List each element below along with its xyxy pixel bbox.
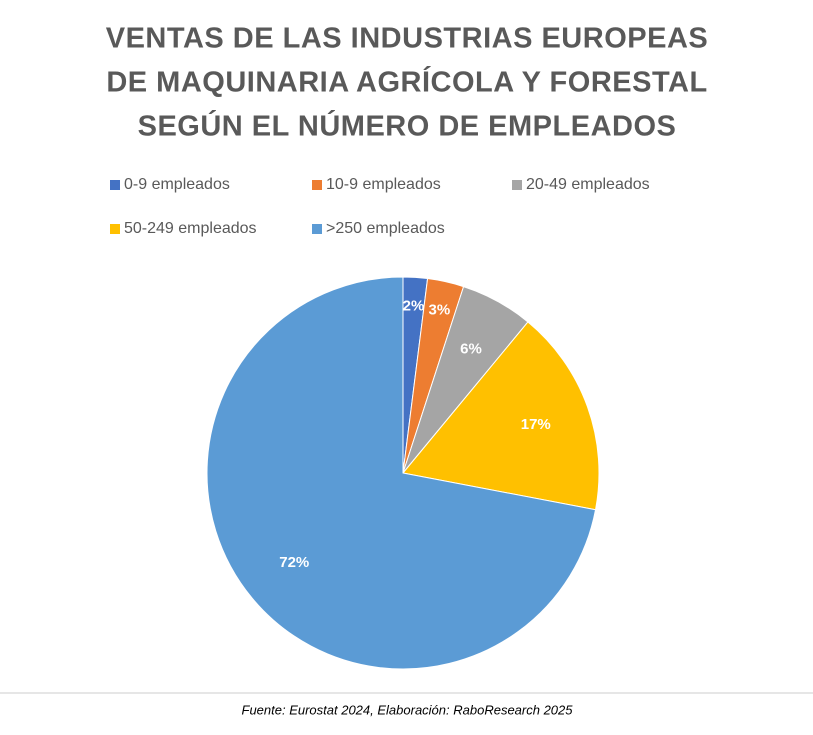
chart-title: DE MAQUINARIA AGRÍCOLA Y FORESTAL	[106, 65, 707, 99]
pie-slice	[402, 321, 600, 511]
legend-label: 10-9 empleados	[326, 176, 441, 193]
data-label: 2%	[403, 298, 425, 315]
chart-title: SEGÚN EL NÚMERO DE EMPLEADOS	[138, 109, 677, 143]
legend-swatch	[312, 224, 322, 234]
legend-swatch	[110, 180, 120, 190]
source: Fuente: Eurostat 2024, Elaboración: Rabo…	[242, 702, 574, 717]
legend-swatch	[512, 180, 522, 190]
data-label: 17%	[521, 416, 551, 433]
data-label: 6%	[460, 340, 482, 357]
legend-label: 20-49 empleados	[526, 176, 650, 193]
legend-swatch	[110, 224, 120, 234]
legend-label: >250 empleados	[326, 220, 445, 237]
legend-label: 0-9 empleados	[124, 176, 230, 193]
data-label: 3%	[428, 301, 450, 318]
pie-slice	[206, 276, 597, 670]
legend-label: 50-249 empleados	[124, 220, 257, 237]
legend-swatch	[312, 180, 322, 190]
chart-title: VENTAS DE LAS INDUSTRIAS EUROPEAS	[106, 23, 708, 55]
data-label: 72%	[279, 554, 309, 571]
